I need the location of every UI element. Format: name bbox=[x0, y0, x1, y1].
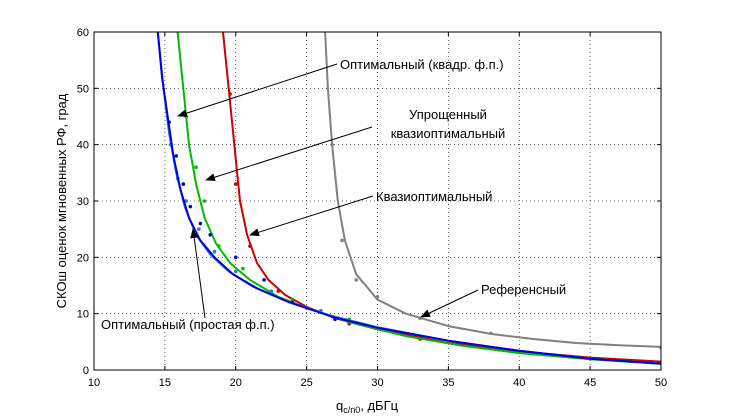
x-tick-label: 30 bbox=[371, 377, 383, 389]
grid bbox=[94, 32, 661, 370]
series-point-optimal_quad bbox=[212, 249, 217, 254]
annotation-quasi-line: Квазиоптимальный bbox=[376, 189, 492, 204]
series-point-optimal_quad bbox=[269, 289, 273, 293]
x-axis-label-unit: , дБГц bbox=[360, 398, 398, 413]
series-point-optimal_simple bbox=[208, 233, 213, 237]
series-point-simplified bbox=[216, 244, 221, 248]
series-point-simplified bbox=[202, 199, 207, 203]
y-tick-label: 60 bbox=[77, 27, 89, 39]
series-point-optimal_quad bbox=[233, 269, 238, 274]
annotation-simplified-line2: квазиоптимальный bbox=[391, 126, 506, 141]
annotation-reference: Референсный bbox=[481, 282, 566, 297]
series-point-quasi bbox=[228, 92, 232, 96]
arrow-reference bbox=[420, 289, 479, 318]
series-point-optimal_simple bbox=[233, 255, 238, 260]
series-point-optimal_simple bbox=[174, 154, 179, 158]
series-line-reference bbox=[324, 32, 661, 348]
series-point-optimal_quad bbox=[184, 199, 188, 203]
x-tick-label: 45 bbox=[584, 377, 596, 389]
annotation-optimal-quad-line: Оптимальный (квадр. ф.п.) bbox=[340, 57, 504, 72]
series-point-optimal_simple bbox=[262, 278, 266, 282]
series-line-quasi bbox=[222, 32, 661, 363]
series-point-quasi bbox=[276, 289, 281, 293]
annotation-quasi: Квазиоптимальный bbox=[376, 189, 492, 204]
y-tick-label: 10 bbox=[77, 309, 89, 321]
arrow-optimal-quad bbox=[177, 63, 338, 118]
y-axis-label: СКОш оценок мгновенных РФ, град bbox=[54, 93, 69, 308]
series-point-simplified bbox=[194, 165, 198, 169]
x-axis-label-main: q bbox=[336, 398, 343, 413]
annotation-simplified-line1: Упрощенный bbox=[409, 107, 487, 122]
y-tick-label: 40 bbox=[77, 140, 89, 152]
x-axis-label: qc/n0, дБГц bbox=[336, 398, 399, 415]
annotation-reference-line: Референсный bbox=[481, 282, 566, 297]
arrow-quasi bbox=[249, 195, 374, 237]
x-tick-label: 50 bbox=[655, 377, 667, 389]
annotation-optimal-simple: Оптимальный (простая ф.п.) bbox=[101, 317, 275, 332]
series-point-simplified bbox=[184, 114, 188, 119]
annotation-optimal-simple-line: Оптимальный (простая ф.п.) bbox=[101, 317, 275, 332]
x-tick-label: 15 bbox=[159, 377, 171, 389]
series-point-reference bbox=[330, 142, 334, 147]
series-point-optimal_simple bbox=[167, 120, 171, 124]
x-tick-label: 35 bbox=[442, 377, 454, 389]
series-line-optimal_simple bbox=[156, 32, 661, 365]
arrow-optimal-simple bbox=[190, 228, 206, 319]
series-point-quasi bbox=[233, 182, 238, 186]
x-axis-label-sub: c/n0 bbox=[343, 405, 360, 415]
series-point-reference bbox=[354, 278, 359, 282]
series-point-quasi bbox=[248, 244, 252, 248]
series-point-reference bbox=[375, 294, 380, 299]
arrow-simplified bbox=[205, 126, 373, 182]
y-tick-label: 20 bbox=[77, 252, 89, 264]
y-tick-label: 30 bbox=[77, 196, 89, 208]
series-point-optimal_quad bbox=[197, 227, 201, 231]
x-tick-label: 10 bbox=[88, 377, 100, 389]
x-tick-label: 40 bbox=[513, 377, 525, 389]
series-group bbox=[156, 32, 661, 365]
x-tick-label: 20 bbox=[230, 377, 242, 389]
annotation-optimal-quad: Оптимальный (квадр. ф.п.) bbox=[340, 57, 504, 72]
series-point-optimal_simple bbox=[181, 182, 186, 186]
series-point-simplified bbox=[241, 266, 245, 271]
series-point-optimal_simple bbox=[188, 204, 193, 209]
series-point-reference bbox=[340, 238, 344, 243]
y-tick-label: 50 bbox=[77, 83, 89, 95]
x-tick-label: 25 bbox=[301, 377, 313, 389]
series-point-reference bbox=[489, 331, 493, 336]
series-point-optimal_simple bbox=[290, 300, 295, 305]
series-line-simplified bbox=[176, 32, 661, 365]
annotation-simplified: Упрощенный квазиоптимальный bbox=[391, 107, 506, 141]
series-point-optimal_simple bbox=[333, 317, 337, 322]
series-point-optimal_simple bbox=[198, 221, 203, 226]
series-point-simplified bbox=[290, 297, 295, 302]
y-tick-label: 0 bbox=[83, 365, 89, 377]
